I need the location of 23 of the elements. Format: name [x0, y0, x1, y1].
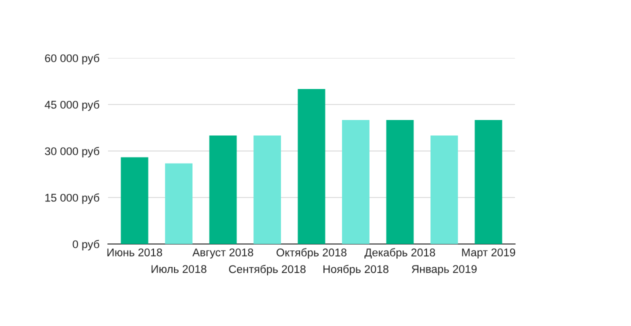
y-tick-label: 30 000 руб: [44, 146, 100, 158]
bar: [430, 136, 458, 244]
x-tick-label: Сентябрь 2018: [229, 264, 306, 276]
x-tick-label: Декабрь 2018: [364, 248, 436, 259]
x-tick-label: Январь 2019: [412, 265, 477, 276]
x-tick-label: Август 2018: [192, 248, 254, 259]
bar: [254, 136, 281, 244]
x-tick-label: Июль 2018: [152, 265, 206, 273]
bar: [474, 120, 502, 244]
bar: [298, 89, 326, 244]
x-tick-label: Март 2019: [462, 248, 516, 259]
y-tick-label: 0 руб: [72, 240, 100, 250]
y-tick-label: 60 000 руб: [45, 54, 100, 64]
bar: [165, 163, 192, 244]
bar: [342, 120, 370, 244]
bar: [209, 136, 237, 244]
x-tick-label: Июнь 2018: [107, 248, 162, 256]
bar: [120, 157, 148, 244]
y-tick-label: 15 000 руб: [45, 193, 100, 204]
x-tick-label: Октябрь 2018: [276, 248, 346, 259]
x-tick-label: Ноябрь 2018: [323, 264, 388, 276]
bar: [386, 120, 414, 244]
y-tick-label: 45 000 руб: [44, 100, 100, 111]
